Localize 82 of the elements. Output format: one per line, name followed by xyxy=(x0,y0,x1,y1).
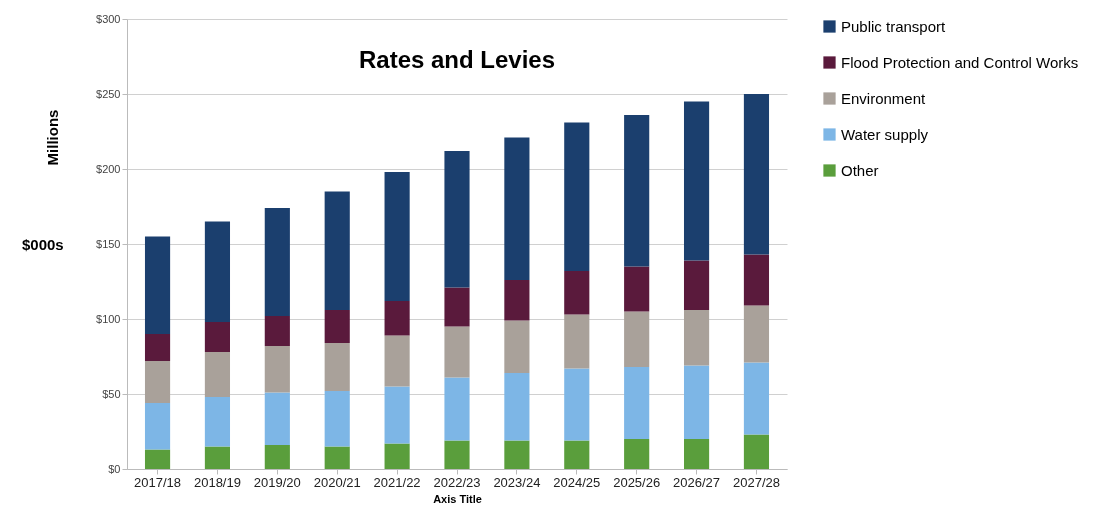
legend-label: Environment xyxy=(841,89,927,107)
bar xyxy=(324,391,350,447)
x-axis-title: Axis Title xyxy=(433,492,482,505)
x-tick-label: 2017/18 xyxy=(134,474,182,490)
y-tick-label: $150 xyxy=(96,237,121,250)
x-tick-label: 2020/21 xyxy=(313,474,361,490)
bar xyxy=(683,365,710,439)
bar xyxy=(564,314,590,369)
bar xyxy=(444,326,470,378)
bar xyxy=(144,236,171,334)
bar xyxy=(624,367,650,439)
x-tick-label: 2026/27 xyxy=(673,474,721,490)
bar xyxy=(204,221,231,322)
x-tick-label: 2023/24 xyxy=(493,474,541,490)
x-tick-label: 2022/23 xyxy=(433,474,481,490)
bar xyxy=(444,287,470,327)
bar xyxy=(264,346,290,393)
x-tick-label: 2021/22 xyxy=(373,474,421,490)
bar xyxy=(564,368,590,441)
bar xyxy=(743,254,770,306)
y-tick-label: $200 xyxy=(96,162,121,175)
bar xyxy=(204,446,231,469)
bar xyxy=(144,361,171,403)
bar xyxy=(384,335,410,387)
bar xyxy=(743,94,770,255)
bar xyxy=(624,439,650,469)
bar xyxy=(324,310,350,343)
x-tick-label: 2024/25 xyxy=(553,474,601,490)
bar xyxy=(564,440,590,469)
bar xyxy=(204,397,231,447)
bar xyxy=(264,316,290,346)
bar xyxy=(504,440,530,469)
bar xyxy=(384,386,410,444)
x-tick-label: 2027/28 xyxy=(732,474,780,490)
bar xyxy=(204,352,231,397)
bar xyxy=(564,271,590,315)
bar xyxy=(144,403,171,450)
y-axis-title: Millions xyxy=(44,109,62,166)
bar xyxy=(683,310,710,366)
bar xyxy=(504,320,530,373)
bar xyxy=(324,343,350,391)
legend-label: Public transport xyxy=(841,17,947,35)
bar xyxy=(683,101,710,261)
y-tick-label: $300 xyxy=(96,12,121,25)
x-tick-label: 2019/20 xyxy=(253,474,301,490)
bar xyxy=(264,208,290,316)
bar xyxy=(743,434,770,469)
bar xyxy=(504,373,530,441)
legend-label: Other xyxy=(841,161,879,179)
bar xyxy=(264,392,290,445)
bar xyxy=(444,440,470,469)
bar xyxy=(144,449,171,469)
bar xyxy=(683,439,710,469)
legend-label: Flood Protection and Control Works xyxy=(841,53,1079,71)
bar xyxy=(743,305,770,363)
bar xyxy=(743,362,770,435)
y-tick-label: $50 xyxy=(102,387,121,400)
bar xyxy=(384,301,410,336)
bar xyxy=(504,137,530,280)
bar xyxy=(144,334,171,361)
text: Rates and Levies xyxy=(358,46,556,73)
y-tick-label: $0 xyxy=(108,462,121,475)
text: $000s xyxy=(22,236,64,253)
bar xyxy=(624,311,650,367)
bar xyxy=(324,446,350,469)
bar xyxy=(324,191,350,310)
bar xyxy=(204,322,231,352)
bar xyxy=(384,172,410,301)
bar xyxy=(564,122,590,271)
bar xyxy=(264,445,290,469)
bar xyxy=(683,260,710,310)
legend-label: Water supply xyxy=(841,125,929,143)
y-tick-label: $250 xyxy=(96,87,121,100)
bar xyxy=(444,151,470,288)
bar xyxy=(504,280,530,321)
bar xyxy=(624,266,650,312)
y-tick-label: $100 xyxy=(96,312,121,325)
bar xyxy=(384,443,410,469)
x-tick-label: 2018/19 xyxy=(193,474,241,490)
bar xyxy=(624,115,650,267)
bar xyxy=(444,377,470,441)
x-tick-label: 2025/26 xyxy=(613,474,661,490)
